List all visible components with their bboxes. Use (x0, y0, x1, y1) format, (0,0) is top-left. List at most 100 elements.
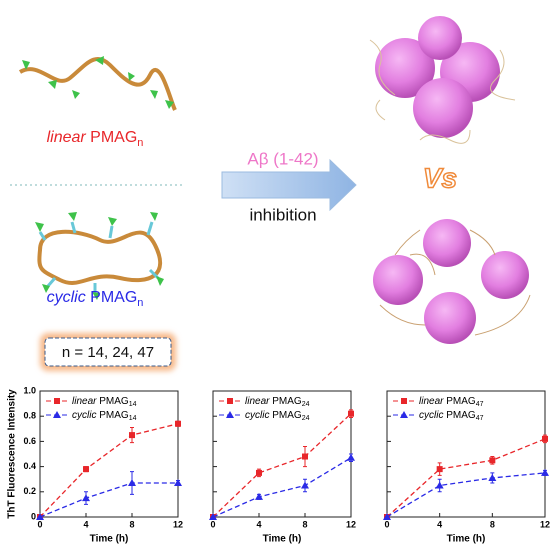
n-box (44, 337, 172, 367)
marker (174, 478, 182, 486)
label-sub: n (137, 137, 143, 149)
y-tick-label: 0 (31, 511, 36, 521)
marker (347, 453, 355, 461)
x-tick-label: 12 (173, 519, 183, 529)
y-tick-label: 0.2 (23, 486, 36, 496)
marker (128, 478, 136, 486)
legend-base: PMAG (99, 410, 129, 421)
marker (489, 457, 496, 464)
marker (435, 481, 444, 489)
marker (348, 410, 354, 417)
plot-frame (386, 390, 546, 518)
legend-base: PMAG (272, 410, 302, 421)
arrow-bottom: inhibition (249, 205, 316, 224)
legend-base: PMAG (272, 396, 302, 407)
legend-entry: cyclic PMAG24 (245, 410, 310, 422)
legend-sub: 47 (476, 401, 484, 408)
legend-style: linear (419, 396, 446, 407)
charts: 0 4 8 12 0 0.2 0.4 0.6 0.8 1.0 Time (h) ThT Fluores… (7, 385, 550, 544)
marker (302, 453, 308, 460)
legend-base: PMAG (446, 396, 476, 407)
marker (83, 466, 89, 473)
y-tick-label: 0.6 (23, 436, 36, 446)
legend-entry: linear PMAG14 (72, 396, 137, 408)
marker (255, 492, 263, 500)
x-tick-label: 0 (210, 519, 215, 529)
x-tick-label: 4 (437, 519, 442, 529)
legend-base: PMAG (446, 410, 476, 421)
label-style: linear (47, 129, 87, 146)
x-axis-label: Time (h) (263, 534, 302, 545)
n-values: n = 14, 24, 47 (62, 344, 154, 361)
y-tick-label: 0.8 (23, 411, 36, 421)
series-line (39, 423, 179, 518)
x-tick-label: 0 (384, 519, 389, 529)
marker (129, 432, 135, 439)
marker (436, 466, 443, 473)
series-line (386, 438, 546, 518)
legend-entry: linear PMAG24 (245, 396, 310, 408)
label-base: PMAG (90, 129, 137, 146)
series-line (39, 482, 178, 518)
marker (54, 398, 60, 404)
legend-style: cyclic (72, 410, 99, 421)
legend-sub: 24 (302, 401, 310, 408)
marker (541, 468, 549, 476)
marker (488, 473, 497, 481)
marker (227, 398, 233, 404)
x-tick-label: 8 (129, 519, 134, 529)
label-base: PMAG (90, 289, 137, 306)
legend-entry: cyclic PMAG47 (419, 410, 484, 422)
y-axis-label: ThT Fluorescence Intensity (7, 389, 18, 519)
x-tick-label: 8 (302, 519, 307, 529)
marker (400, 411, 408, 418)
legend-sub: 14 (129, 415, 137, 422)
arrow-top: Aβ (1-42) (247, 149, 318, 168)
x-tick-label: 12 (346, 519, 356, 529)
x-tick-label: 4 (256, 519, 261, 529)
marker (209, 513, 217, 520)
legend-sub: 14 (129, 401, 137, 408)
marker (175, 420, 181, 427)
legend-sub: 47 (476, 415, 484, 422)
linear-label: linear PMAGn (47, 129, 144, 149)
x-axis-label: Time (h) (90, 534, 129, 545)
label-style: cyclic (47, 289, 86, 306)
y-tick-label: 1.0 (23, 385, 36, 395)
aggregated-spheres (369, 16, 516, 144)
marker (301, 481, 309, 489)
legend-style: cyclic (419, 410, 446, 421)
legend-style: linear (72, 396, 99, 407)
marker (256, 469, 262, 476)
x-tick-label: 8 (490, 519, 495, 529)
marker (401, 398, 407, 404)
legend-entry: linear PMAG47 (419, 396, 484, 408)
legend-base: PMAG (99, 396, 129, 407)
legend-style: linear (245, 396, 272, 407)
x-axis-label: Time (h) (447, 534, 486, 545)
cyclic-label: cyclic PMAGn (47, 289, 144, 309)
marker (82, 494, 90, 502)
x-tick-label: 4 (83, 519, 88, 529)
x-tick-label: 0 (37, 519, 42, 529)
linear-polymer (18, 56, 177, 111)
separated-spheres (373, 219, 531, 344)
series-line (212, 413, 352, 518)
label-sub: n (137, 297, 143, 309)
marker (226, 411, 234, 418)
plot-frame (39, 390, 179, 518)
marker (36, 513, 44, 520)
legend-entry: cyclic PMAG14 (72, 410, 137, 422)
marker (383, 513, 391, 520)
x-tick-label: 12 (540, 519, 550, 529)
series-line (212, 457, 352, 518)
legend-sub: 24 (302, 415, 310, 422)
legend-style: cyclic (245, 410, 272, 421)
marker (542, 435, 548, 442)
y-tick-label: 0.4 (23, 461, 36, 471)
arrow (221, 158, 357, 212)
versus: Vs (423, 162, 457, 193)
cyclic-polymer (35, 212, 164, 300)
marker (53, 411, 61, 418)
